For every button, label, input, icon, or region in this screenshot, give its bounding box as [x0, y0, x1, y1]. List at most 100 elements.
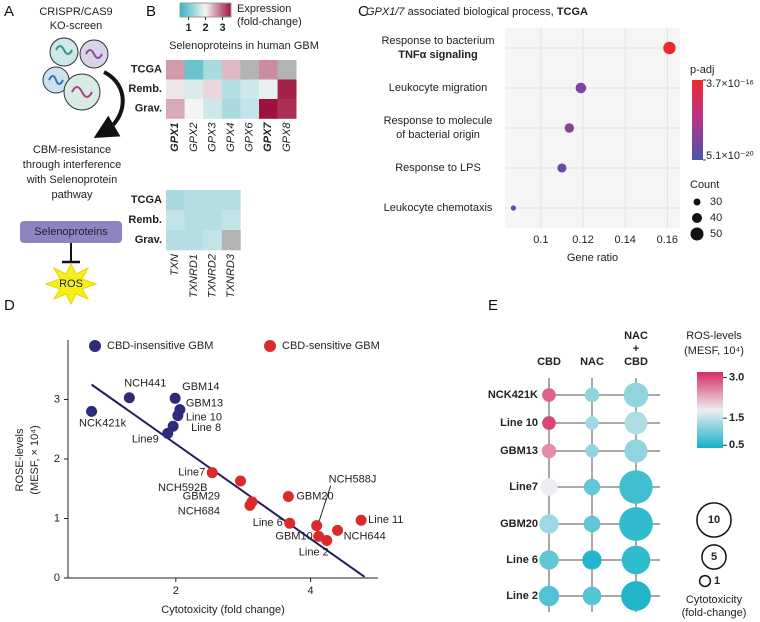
heatmap-cell [221, 190, 241, 211]
row-label: Line7 [509, 481, 538, 493]
bubble [621, 581, 651, 611]
size-key [696, 502, 732, 538]
x-axis-label: Cytotoxicity (fold change) [161, 604, 285, 616]
chart-title: GPX1/7 associated biological process, TC… [366, 6, 588, 18]
point [321, 535, 333, 547]
bubble [584, 387, 600, 403]
heatmap-cell [166, 79, 185, 100]
dot [663, 41, 676, 55]
title-part: GPX1/7 [366, 6, 405, 18]
bubble [621, 545, 651, 575]
panel-label: C [358, 3, 369, 20]
column-label: CBD [537, 356, 561, 368]
legend-title: (fold-change) [237, 16, 302, 28]
row-label: GBM13 [500, 445, 538, 457]
column-label: TXNRD1 [188, 254, 200, 298]
point [282, 490, 294, 502]
missing-cell [221, 230, 241, 251]
dna [71, 86, 93, 98]
point-label: NCH588J [329, 474, 377, 486]
column-label: GPX3 [206, 122, 218, 152]
dna [85, 49, 103, 59]
row-label: Grav. [135, 103, 162, 115]
bubble [541, 443, 557, 459]
colorbar-tick-label: 1.5 [729, 412, 744, 424]
diagram-text: KO-screen [50, 20, 103, 32]
point [313, 530, 325, 542]
size-key [693, 198, 701, 206]
legend-marker [264, 340, 276, 352]
bubble [585, 444, 599, 458]
heatmap-cell [166, 60, 185, 80]
point-label: Line 2 [299, 546, 329, 558]
row-label: GBM20 [500, 518, 538, 530]
colorbar-tick-label: 3.0 [729, 371, 744, 383]
heatmap-cell [203, 190, 223, 211]
size-key-label: 30 [710, 196, 722, 208]
heatmap-cell [203, 99, 223, 119]
burst-label: ROS [59, 278, 83, 290]
heatmap-cell [221, 79, 241, 100]
point [123, 392, 135, 404]
trend-line [91, 383, 366, 578]
point-label: Line 10 [186, 411, 222, 423]
colorbar-tick-label: 0.5 [729, 439, 744, 451]
panel-label: E [488, 297, 498, 314]
point-label: NCH644 [344, 530, 386, 542]
column-label: + [633, 343, 639, 355]
missing-cell [240, 60, 260, 80]
row-label: Line 2 [506, 590, 538, 602]
heatmap-cell [221, 99, 241, 119]
column-label: GPX2 [188, 123, 200, 152]
column-label: GPX4 [225, 123, 237, 152]
colorbar-tick-label: 2 [202, 22, 208, 34]
y-tick-label: 2 [54, 453, 60, 465]
legend-title: Cytotoxicity [686, 594, 743, 606]
diagram-text: pathway [52, 189, 93, 201]
row-label: TCGA [131, 64, 162, 76]
heatmap-cell [166, 190, 185, 211]
y-axis-label: (MESF, × 10⁴) [29, 425, 41, 494]
dot [564, 123, 575, 133]
bubble [539, 514, 559, 534]
dot [557, 163, 567, 173]
size-key [701, 544, 727, 570]
heatmap-cell [277, 79, 297, 100]
row-label: Grav. [135, 234, 162, 246]
point [284, 517, 296, 529]
x-axis-label: Gene ratio [567, 252, 618, 264]
y-axis-label: ROSE-levels [14, 428, 26, 491]
point-label: GBM20 [296, 490, 333, 502]
point-label: NCH441 [124, 378, 166, 390]
heatmap-cell [221, 210, 241, 231]
legend-title: ROS-levels [686, 330, 742, 342]
heatmap-cell [166, 210, 185, 231]
colorbar-tick-label: 5.1×10⁻²⁰ [706, 150, 754, 162]
column-label: GPX1 [169, 123, 181, 152]
dot [510, 205, 517, 211]
point [86, 405, 98, 417]
x-tick-label: 4 [308, 585, 314, 597]
category-label: Leukocyte chemotaxis [384, 202, 493, 214]
size-key [698, 574, 712, 588]
point [206, 467, 218, 479]
column-label: NAC [580, 356, 604, 368]
heatmap-cell [166, 99, 185, 119]
size-key-label: 1 [714, 575, 720, 587]
colorbar-tick-label: 1 [185, 22, 191, 34]
heatmap-cell [240, 79, 260, 100]
panel-label: D [4, 297, 15, 314]
heatmap-cell [221, 60, 241, 80]
point [332, 524, 344, 536]
arrow [93, 70, 125, 139]
point-label: GBM14 [182, 381, 219, 393]
missing-cell [277, 60, 297, 80]
row-label: TCGA [131, 194, 162, 206]
point-label: GBM13 [186, 398, 223, 410]
bubble [582, 550, 602, 570]
legend-label: CBD-sensitive GBM [282, 340, 380, 352]
size-key-label: 50 [710, 228, 722, 240]
heatmap-cell [166, 230, 185, 251]
heatmap-cell [259, 79, 278, 100]
